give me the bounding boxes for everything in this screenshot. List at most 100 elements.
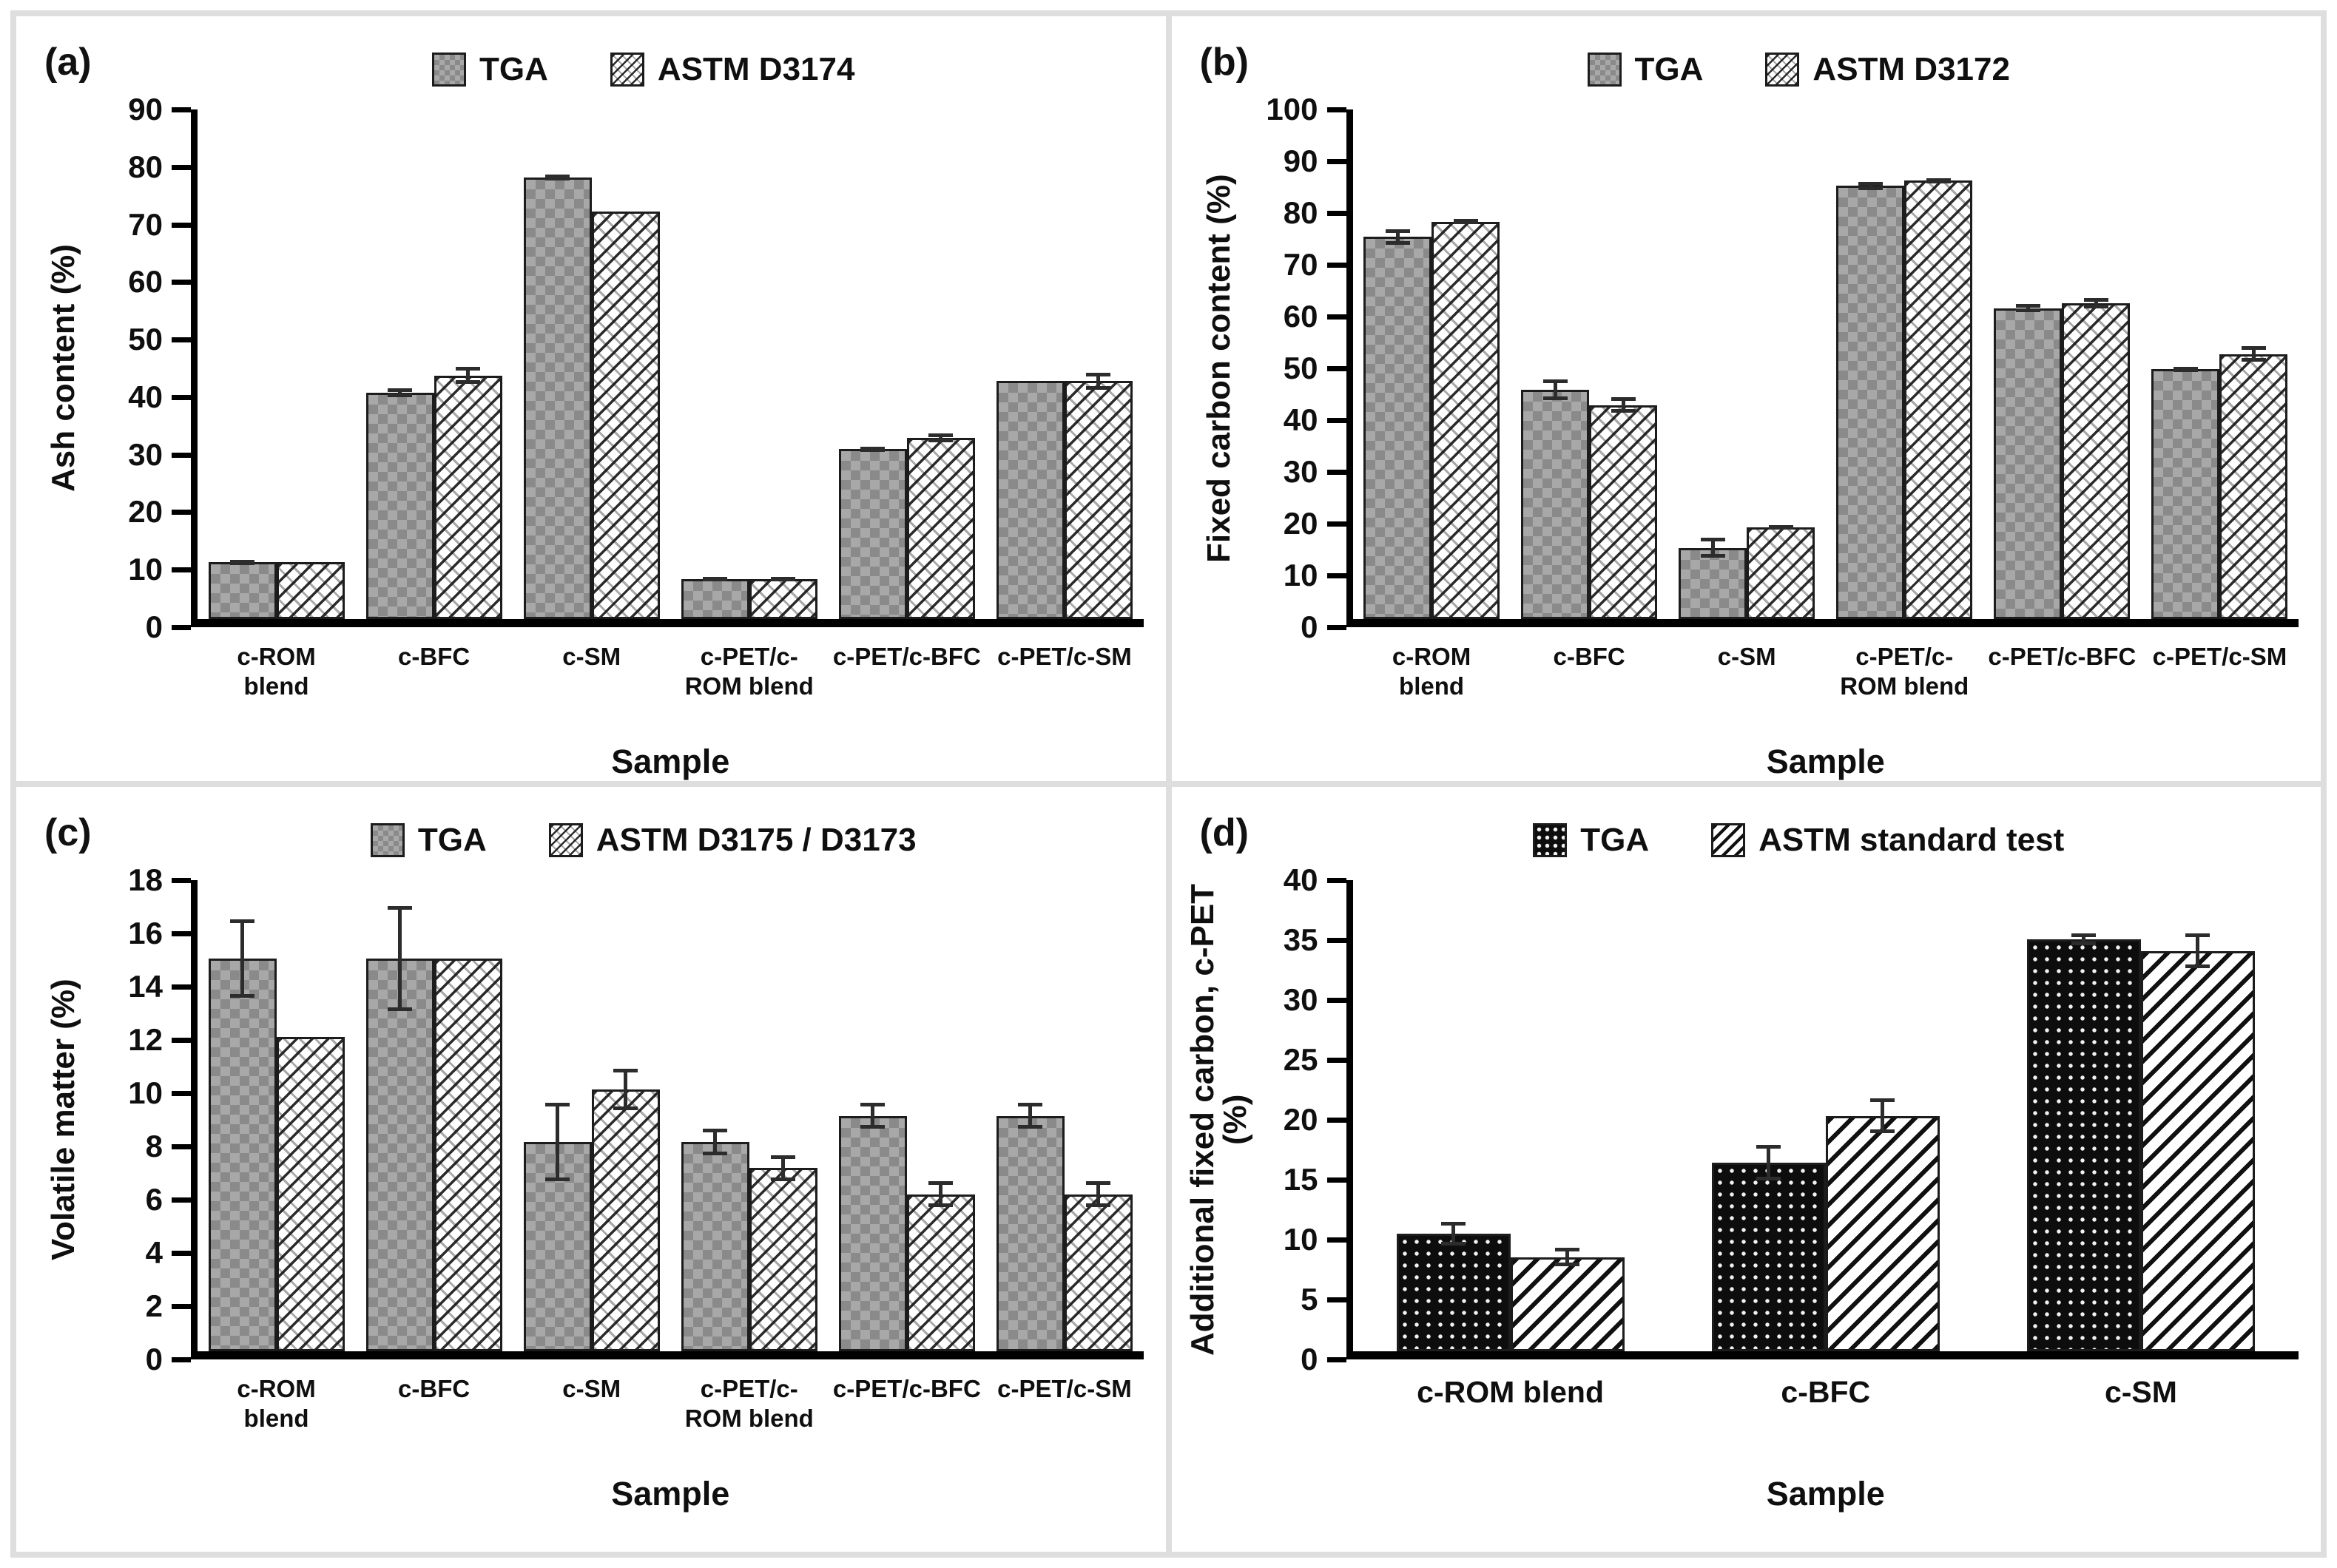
barwrap bbox=[749, 109, 817, 619]
y-tick-mark bbox=[172, 984, 191, 990]
legend-item-tga: TGA bbox=[370, 822, 487, 859]
panel-label: (d) bbox=[1199, 811, 1249, 854]
y-axis: 0 2 4 6 8 10 12 14 16 18 bbox=[95, 862, 191, 1376]
error-bar bbox=[1555, 1247, 1580, 1267]
x-category-label-c-rom-blend: c-ROM blend bbox=[198, 1374, 355, 1470]
chart-body: Volatile matter (%) 0 2 4 6 8 10 12 14 16 18 c-ROM… bbox=[33, 862, 1144, 1470]
figure-panel-grid: (a) TGA ASTM D3174 Ash content (%) 0 10 20 3… bbox=[10, 10, 2327, 1558]
bar-group-c-sm bbox=[513, 880, 670, 1351]
panel-label: (c) bbox=[44, 811, 92, 854]
error-bar bbox=[771, 1155, 796, 1182]
bar-tga-c-rom-blend bbox=[1363, 237, 1432, 619]
bar-astm-standard-test-c-sm bbox=[2140, 950, 2255, 1351]
panel-c-header: (c) TGA ASTM D3175 / D3173 bbox=[33, 800, 1144, 880]
y-tick-mark bbox=[172, 107, 191, 112]
panel-d-header: (d) TGA ASTM standard test bbox=[1188, 800, 2299, 880]
x-category-label-c-pet-c-bfc: c-PET/c-BFC bbox=[828, 642, 985, 738]
y-tick-mark bbox=[1326, 573, 1346, 578]
bar-tga-c-pet-c-bfc bbox=[1994, 308, 2063, 619]
y-tick-label: 70 bbox=[1283, 247, 1318, 282]
bar-group-c-sm bbox=[1668, 109, 1826, 619]
chart-body: Additional fixed carbon, c-PET (%) 0 5 10 1… bbox=[1184, 862, 2299, 1470]
x-category-label-text: c-PET/c-SM bbox=[2152, 643, 2287, 670]
y-tick-label: 40 bbox=[1283, 862, 1318, 897]
y-tick-label: 30 bbox=[1283, 982, 1318, 1017]
y-tick-label: 30 bbox=[1283, 454, 1318, 489]
x-axis-title: Sample bbox=[611, 743, 730, 780]
barwrap bbox=[1679, 109, 1747, 619]
y-tick-mark bbox=[172, 625, 191, 630]
y-tick-mark bbox=[1326, 878, 1346, 883]
bar-group-c-pet-c-bfc bbox=[1983, 109, 2141, 619]
x-axis-labels: c-ROM blend c-BFC c-SM c-PET/c-ROM blend c-P… bbox=[95, 1374, 1144, 1470]
panel-d: (d) TGA ASTM standard test Additional fix… bbox=[1171, 787, 2321, 1552]
barwrap bbox=[1825, 880, 1940, 1351]
bar-tga-c-pet-c-sm bbox=[996, 381, 1065, 619]
barwrap bbox=[2026, 880, 2141, 1351]
y-tick-label: 10 bbox=[1283, 1222, 1318, 1257]
x-category-label-text: c-BFC bbox=[1781, 1375, 1871, 1409]
y-tick-mark bbox=[172, 280, 191, 285]
barwrap bbox=[838, 109, 907, 619]
error-bar bbox=[1611, 397, 1636, 413]
y-tick-mark bbox=[172, 1197, 191, 1203]
error-bar bbox=[388, 388, 413, 398]
bar-astm-d3172-c-pet-c-rom-blend bbox=[1904, 180, 1973, 619]
legend-swatch-checker-icon bbox=[1587, 53, 1622, 87]
y-tick-label: 2 bbox=[145, 1288, 163, 1324]
x-category-label-text: c-ROM blend bbox=[237, 1375, 316, 1432]
bar-tga-c-bfc bbox=[365, 959, 434, 1351]
legend-item-astm-standard-test: ASTM standard test bbox=[1711, 822, 2064, 859]
x-axis-labels: c-ROM blend c-BFC c-SM c-PET/c-ROM blend c-P… bbox=[1250, 642, 2299, 738]
bar-tga-c-bfc bbox=[1521, 389, 1590, 619]
bar-group-c-bfc bbox=[355, 880, 513, 1351]
y-tick-mark bbox=[172, 164, 191, 170]
bar-group-c-pet-c-sm bbox=[985, 109, 1143, 619]
panel-label: (b) bbox=[1199, 41, 1249, 84]
bar-astm-d3172-c-pet-c-sm bbox=[2219, 354, 2288, 619]
error-bar bbox=[1870, 1098, 1895, 1134]
x-category-label-c-bfc: c-BFC bbox=[355, 1374, 513, 1470]
legend-item-tga: TGA bbox=[432, 51, 548, 88]
bar-tga-c-bfc bbox=[365, 392, 434, 619]
error-bar bbox=[1086, 373, 1111, 390]
y-tick-mark bbox=[172, 452, 191, 458]
legend-swatch-weave-icon bbox=[1765, 53, 1800, 87]
y-tick-label: 4 bbox=[145, 1235, 163, 1271]
legend-item-astm-d3172: ASTM D3172 bbox=[1765, 51, 2010, 88]
y-tick-label: 0 bbox=[1301, 1342, 1318, 1376]
y-tick-mark bbox=[1326, 521, 1346, 527]
x-category-label-text: c-BFC bbox=[398, 1375, 471, 1402]
y-tick-label: 30 bbox=[128, 436, 163, 472]
x-category-label-text: c-PET/c-BFC bbox=[832, 643, 981, 670]
bar-tga-c-sm bbox=[523, 177, 592, 619]
y-tick-mark bbox=[172, 1091, 191, 1096]
y-tick-label: 10 bbox=[128, 1075, 163, 1110]
plot-area bbox=[1346, 109, 2299, 627]
bar-tga-c-pet-c-rom-blend bbox=[1836, 186, 1905, 619]
x-category-label-text: c-PET/c-SM bbox=[997, 643, 1132, 670]
barwrap bbox=[1836, 109, 1905, 619]
barwrap bbox=[1521, 109, 1590, 619]
barwrap bbox=[208, 880, 277, 1351]
y-tick-mark bbox=[1326, 107, 1346, 112]
plot-row: 0 10 20 30 40 50 60 70 80 90 100 bbox=[1250, 92, 2299, 644]
error-bar bbox=[1086, 1181, 1111, 1208]
y-axis: 0 10 20 30 40 50 60 70 80 90 bbox=[95, 92, 191, 644]
y-tick-label: 14 bbox=[128, 969, 163, 1004]
barwrap bbox=[1904, 109, 1973, 619]
legend: TGA ASTM D3172 bbox=[1587, 51, 2010, 88]
bar-group-c-pet-c-sm bbox=[2141, 109, 2299, 619]
x-axis-labels: c-ROM blend c-BFC c-SM c-PET/c-ROM blend c-P… bbox=[95, 642, 1144, 738]
bar-group-c-sm bbox=[513, 109, 670, 619]
x-category-label-c-pet-c-rom-blend: c-PET/c-ROM blend bbox=[670, 642, 828, 738]
error-bar bbox=[1756, 1145, 1781, 1181]
y-tick-mark bbox=[172, 1357, 191, 1362]
y-tick-label: 90 bbox=[1283, 143, 1318, 178]
bar-astm-d3175-d3173-c-pet-c-bfc bbox=[906, 1194, 975, 1351]
error-bar bbox=[545, 1102, 570, 1182]
legend-swatch-checker-icon bbox=[370, 823, 405, 857]
x-category-label-text: c-PET/c-SM bbox=[997, 1375, 1132, 1402]
error-bar bbox=[2173, 366, 2198, 372]
y-axis: 0 5 10 15 20 25 30 35 40 bbox=[1250, 862, 1346, 1376]
